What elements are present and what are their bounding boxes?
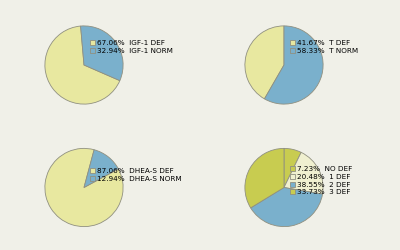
Wedge shape xyxy=(264,26,323,104)
Wedge shape xyxy=(251,188,322,226)
Wedge shape xyxy=(45,148,123,226)
Wedge shape xyxy=(284,148,301,188)
Wedge shape xyxy=(84,150,118,188)
Wedge shape xyxy=(80,26,123,81)
Legend: 67.06%  IGF-1 DEF, 32.94%  IGF-1 NORM: 67.06% IGF-1 DEF, 32.94% IGF-1 NORM xyxy=(90,40,173,54)
Wedge shape xyxy=(45,26,120,104)
Wedge shape xyxy=(284,152,323,194)
Legend: 7.23%  NO DEF, 20.48%  1 DEF, 38.55%  2 DEF, 33.73%  3 DEF: 7.23% NO DEF, 20.48% 1 DEF, 38.55% 2 DEF… xyxy=(290,166,352,196)
Wedge shape xyxy=(245,26,284,99)
Legend: 87.06%  DHEA-S DEF, 12.94%  DHEA-S NORM: 87.06% DHEA-S DEF, 12.94% DHEA-S NORM xyxy=(90,168,182,182)
Legend: 41.67%  T DEF, 58.33%  T NORM: 41.67% T DEF, 58.33% T NORM xyxy=(290,40,358,54)
Wedge shape xyxy=(245,148,284,208)
